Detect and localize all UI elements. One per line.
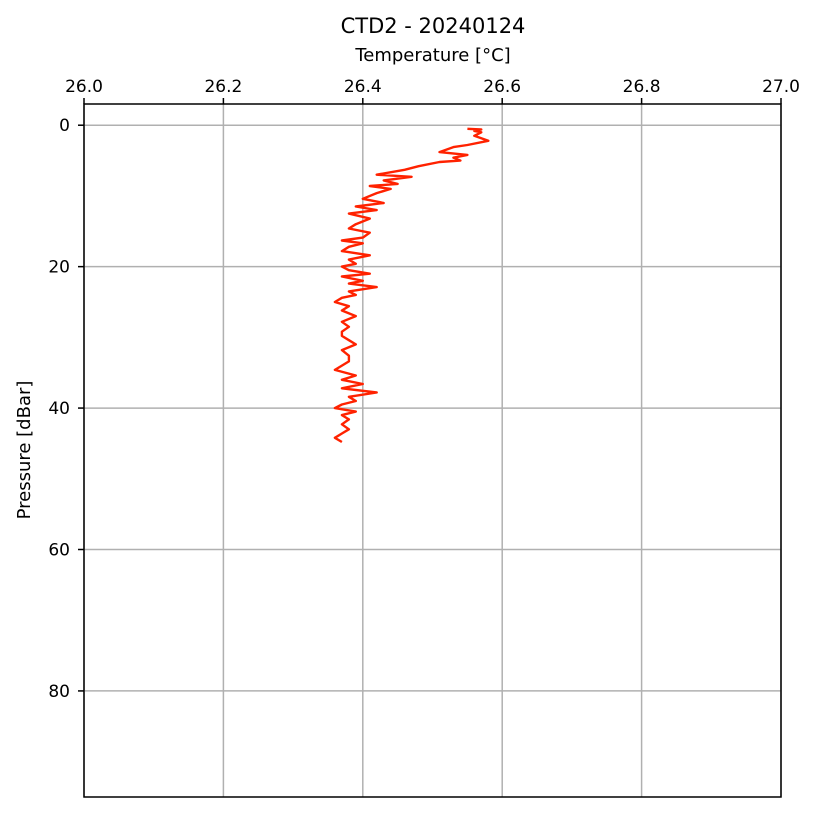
grid-layer <box>83 104 782 797</box>
x-tick-label: 26.8 <box>623 77 661 97</box>
series-layer <box>333 127 490 444</box>
y-tick-label: 0 <box>59 116 70 136</box>
x-tick-label: 26.4 <box>344 77 382 97</box>
x-tick-label: 26.0 <box>65 77 103 97</box>
chart-title: CTD2 - 20240124 <box>341 14 526 38</box>
x-tick-label: 26.6 <box>483 77 521 97</box>
y-tick-label: 80 <box>48 682 70 702</box>
x-tick-label: 27.0 <box>762 77 800 97</box>
plot-frame <box>83 103 782 798</box>
y-axis-label: Pressure [dBar] <box>14 381 35 520</box>
x-tick-label: 26.2 <box>204 77 242 97</box>
y-tick-label: 60 <box>48 541 70 561</box>
tick-layer: 26.0 26.2 26.4 26.6 26.8 27.0 0 20 40 60 80 <box>48 77 800 702</box>
y-tick-label: 20 <box>48 258 70 278</box>
temperature-profile-line <box>333 127 490 444</box>
x-axis-label: Temperature [°C] <box>354 45 510 66</box>
y-tick-label: 40 <box>48 399 70 419</box>
